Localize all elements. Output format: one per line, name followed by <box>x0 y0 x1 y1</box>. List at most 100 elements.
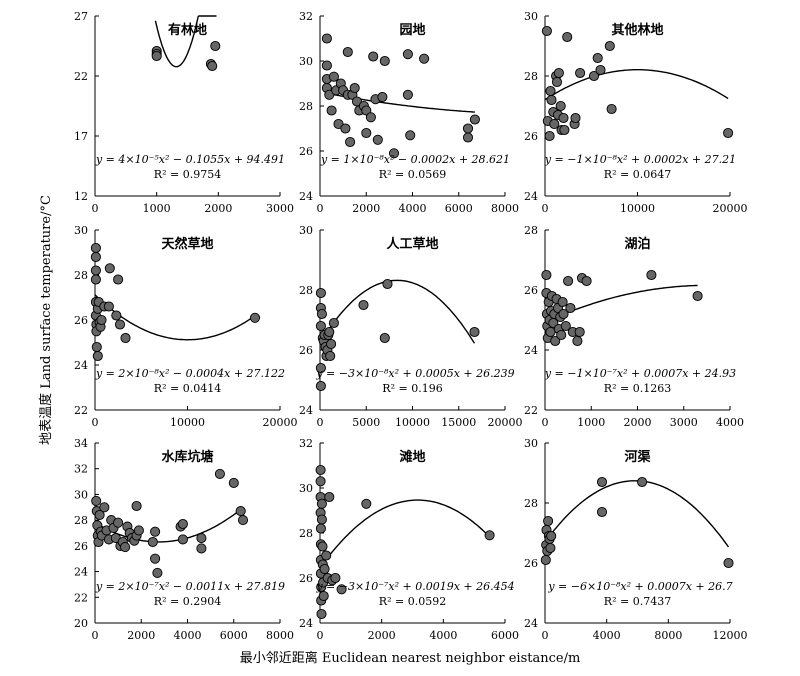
x-tick-label: 20000 <box>713 202 748 215</box>
x-tick-label: 8000 <box>654 629 682 642</box>
data-point <box>574 326 585 338</box>
y-tick-label: 22 <box>74 404 88 417</box>
data-point <box>152 567 163 578</box>
panel-6: 22 24 26 28 0 1000 2000 3000 4000 湖泊 y = −1×10⁻⁷x²… <box>524 224 744 429</box>
x-tick-label: 0 <box>92 416 99 429</box>
data-point <box>147 536 158 548</box>
data-point <box>541 25 552 37</box>
data-point <box>330 572 341 584</box>
data-point <box>596 506 608 518</box>
data-point <box>133 525 144 536</box>
x-tick-label: 0 <box>317 416 324 429</box>
data-point <box>545 326 556 338</box>
data-point <box>91 495 102 506</box>
x-tick-label: 2000 <box>204 202 232 215</box>
y-tick-label: 28 <box>74 514 88 527</box>
data-point <box>606 103 617 115</box>
fit-curve <box>154 15 217 68</box>
data-point <box>249 312 261 323</box>
data-point <box>113 517 124 528</box>
data-point <box>91 341 102 353</box>
x-tick-label: 6000 <box>445 202 473 215</box>
x-tick-label: 10000 <box>620 202 655 215</box>
data-point <box>318 590 329 602</box>
regression-equation: y = 2×10⁻⁷x² − 0.0011x + 27.819 <box>95 580 285 593</box>
data-point <box>349 82 360 94</box>
data-point <box>556 329 567 341</box>
x-tick-label: 8000 <box>491 202 519 215</box>
y-tick-label: 24 <box>74 359 88 372</box>
x-tick-label: 4000 <box>174 629 202 642</box>
data-point <box>546 94 557 106</box>
data-point <box>114 319 126 330</box>
data-point <box>462 132 474 143</box>
y-tick-label: 24 <box>524 190 538 203</box>
x-tick-label: 12000 <box>713 629 748 642</box>
data-point <box>315 362 326 374</box>
y-tick-label: 22 <box>74 591 88 604</box>
y-tick-label: 26 <box>299 344 313 357</box>
x-tick-label: 0 <box>542 629 549 642</box>
data-point <box>345 136 356 148</box>
panel-title: 人工草地 <box>386 236 438 252</box>
r-squared: R² = 0.0569 <box>379 168 446 181</box>
x-tick-label: 0 <box>92 629 99 642</box>
regression-equation: y = −6×10⁻⁸x² + 0.0007x + 26.7 <box>547 580 732 593</box>
data-point <box>315 287 326 299</box>
data-point <box>540 554 551 566</box>
data-point <box>358 299 369 311</box>
data-point <box>546 530 557 542</box>
y-tick-label: 27 <box>74 10 88 23</box>
data-point <box>402 89 413 100</box>
data-point <box>321 60 332 71</box>
data-point <box>595 64 606 76</box>
data-point <box>214 468 225 479</box>
y-tick-label: 26 <box>524 557 538 570</box>
data-point <box>210 40 221 52</box>
panel-title: 园地 <box>399 22 425 38</box>
panel-5: 24 26 28 30 0 5000 10000 15000 20000 人工草地 y = −3×1… <box>299 224 523 429</box>
data-point <box>555 100 566 112</box>
data-point <box>150 526 161 537</box>
data-point <box>545 542 556 554</box>
data-point <box>372 134 383 145</box>
fit-curve <box>544 480 730 548</box>
x-tick-label: 2000 <box>352 202 380 215</box>
data-point <box>315 476 326 487</box>
data-point <box>315 320 326 332</box>
data-point <box>553 67 564 79</box>
data-point <box>90 242 101 254</box>
data-point <box>342 46 353 58</box>
y-tick-label: 28 <box>299 527 313 540</box>
y-tick-label: 12 <box>74 190 88 203</box>
data-point <box>103 301 114 312</box>
y-tick-label: 24 <box>299 190 313 203</box>
data-point <box>90 265 101 276</box>
data-point <box>368 51 379 62</box>
data-point <box>324 89 335 100</box>
data-point <box>575 67 586 79</box>
data-point <box>361 498 372 509</box>
data-point <box>541 269 552 281</box>
data-point <box>315 464 326 476</box>
data-point <box>557 296 568 308</box>
x-tick-label: 20000 <box>488 416 523 429</box>
y-tick-label: 24 <box>524 617 538 630</box>
x-tick-label: 4000 <box>593 629 621 642</box>
x-tick-label: 0 <box>317 629 324 642</box>
panel-2: 24 26 28 30 32 0 2000 4000 6000 8000 园地 y = 1×10⁻⁸x… <box>299 10 519 215</box>
data-point <box>326 105 337 116</box>
y-tick-label: 24 <box>299 404 313 417</box>
data-point <box>382 278 393 290</box>
data-point <box>365 112 376 123</box>
y-tick-label: 26 <box>299 572 313 585</box>
data-point <box>237 515 249 526</box>
x-tick-label: 10000 <box>395 416 430 429</box>
data-point <box>177 534 188 545</box>
data-point <box>326 338 337 350</box>
data-point <box>469 326 480 338</box>
r-squared: R² = 0.7437 <box>604 595 671 608</box>
regression-equation: y = −3×10⁻⁸x² + 0.0005x + 26.239 <box>315 367 514 380</box>
data-point <box>405 130 416 141</box>
